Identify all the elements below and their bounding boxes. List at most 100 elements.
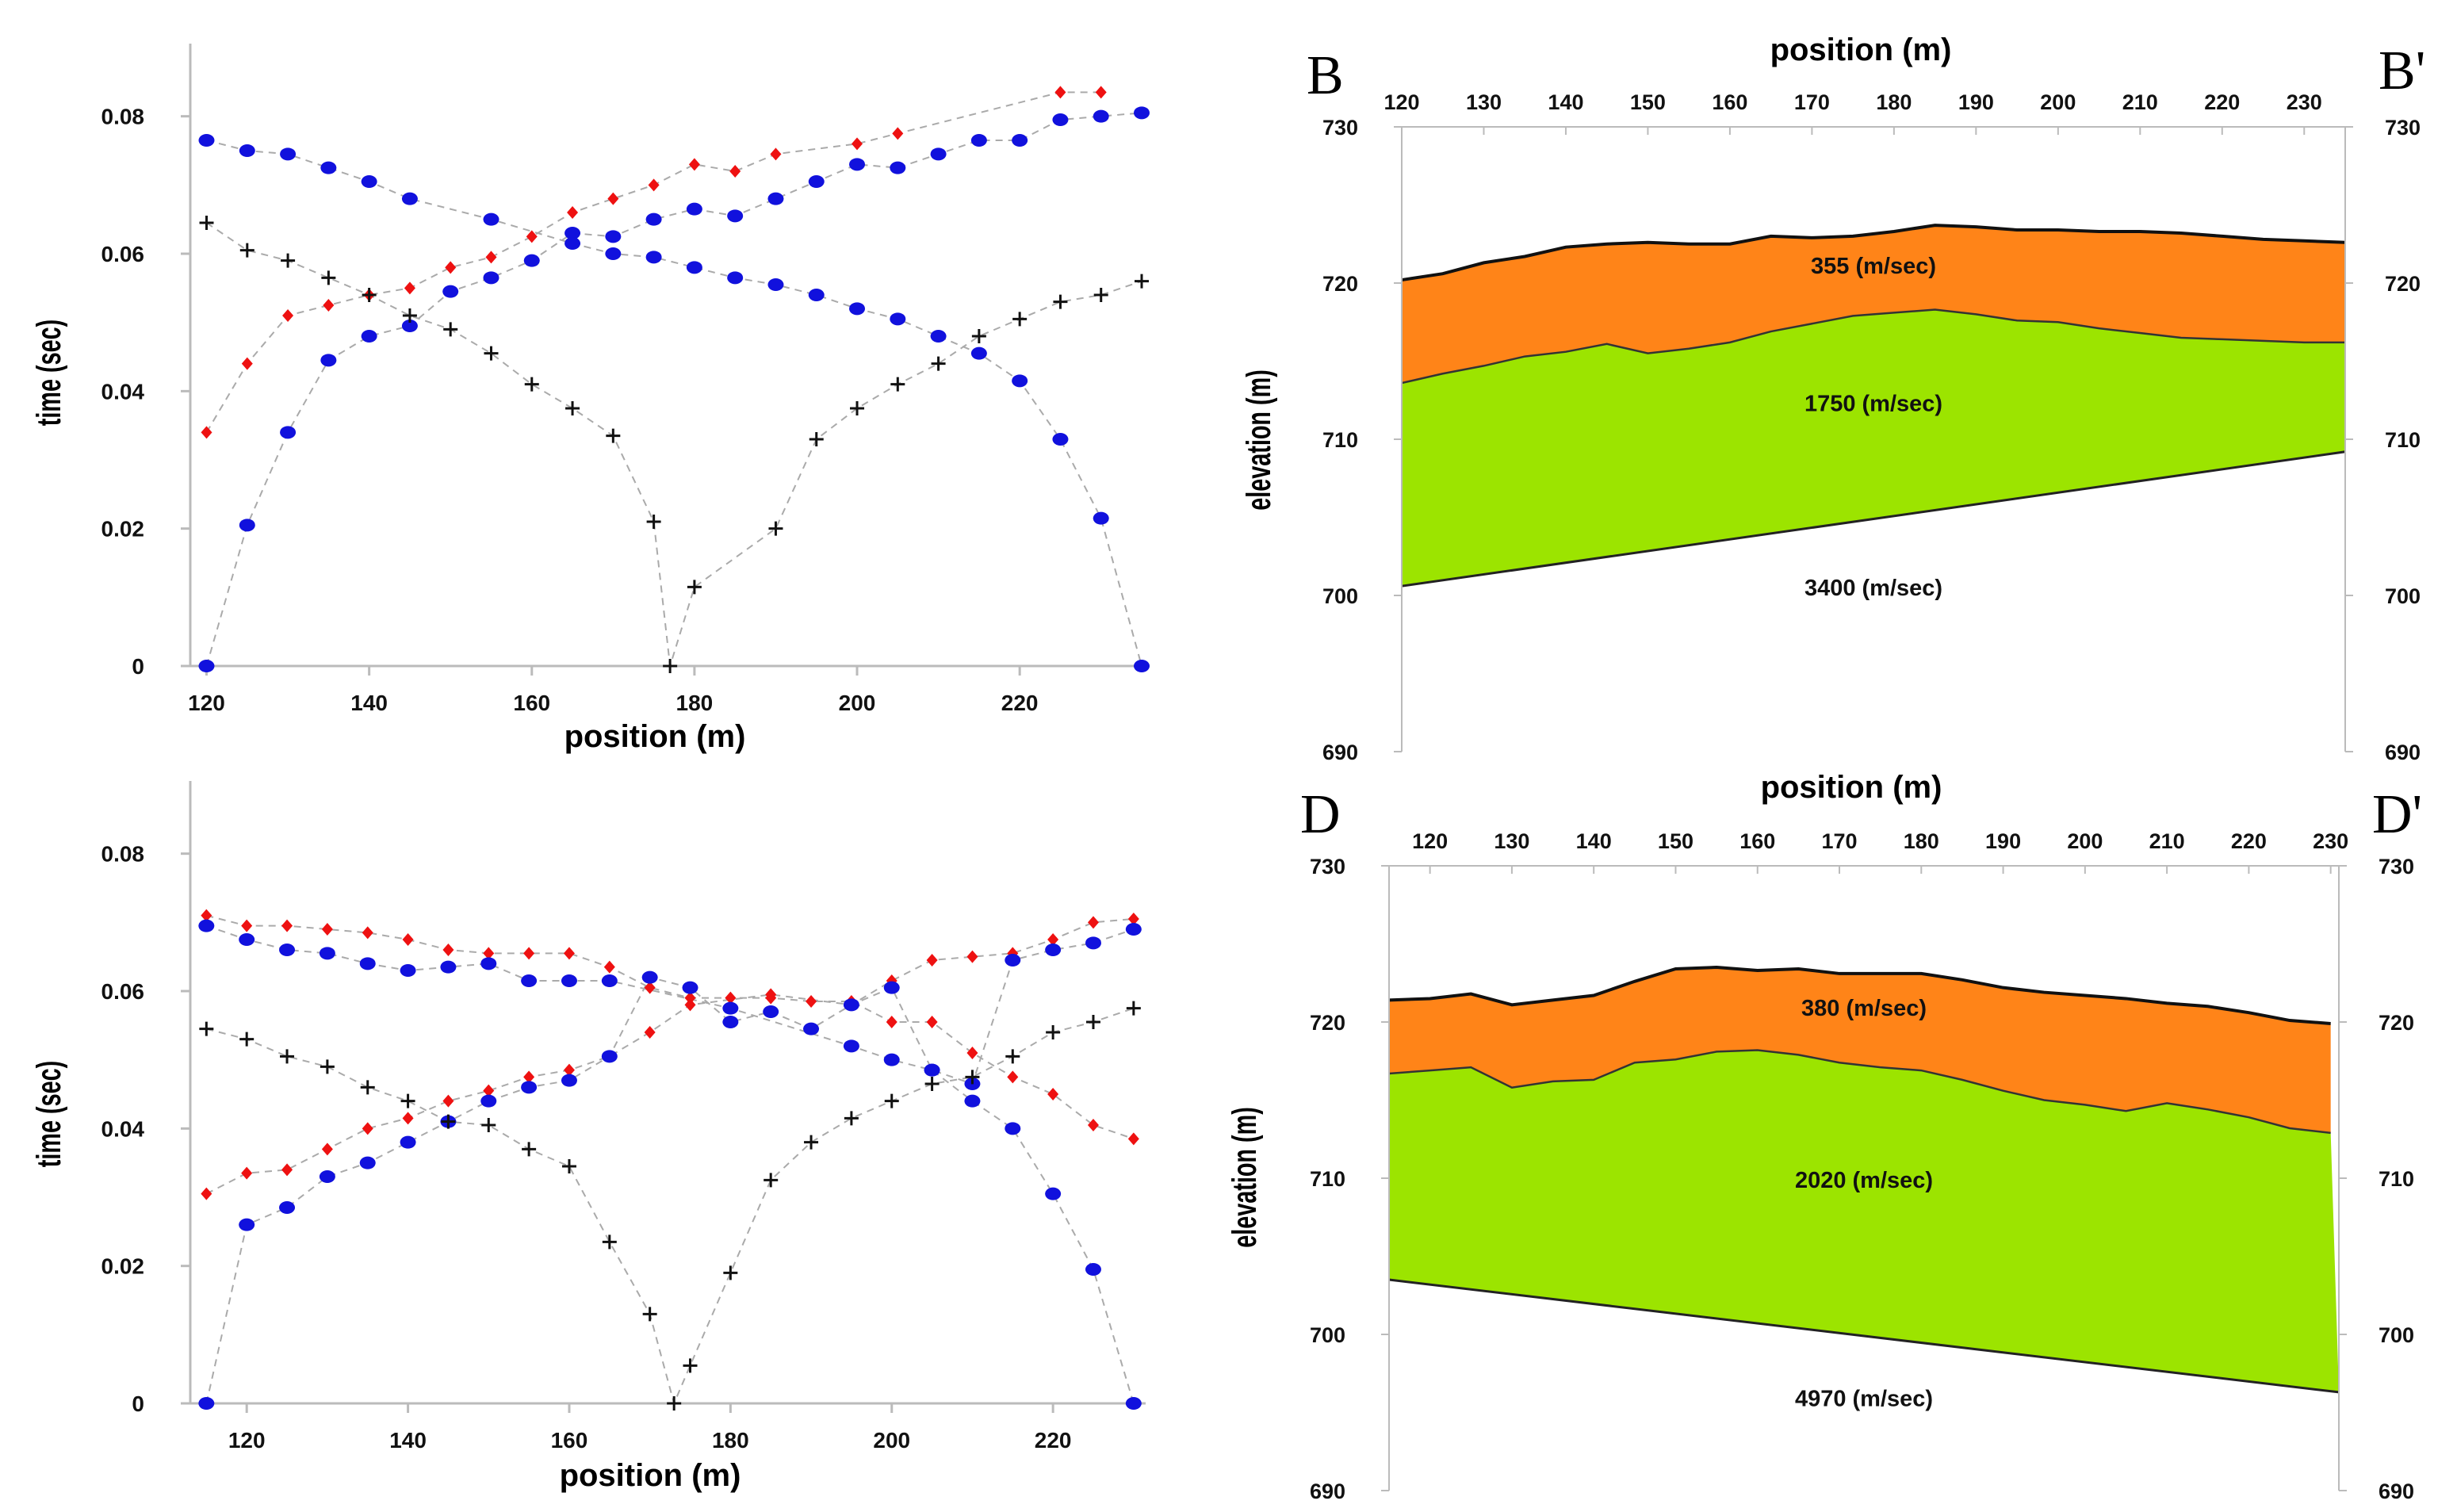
tt2-series-1-line	[205, 918, 1134, 1195]
tt1-series-3-point	[850, 401, 865, 415]
tt2-series-3-point	[1005, 1122, 1021, 1135]
tt2-series-2-point	[803, 1022, 820, 1035]
tt1-series-3-point	[1135, 274, 1149, 289]
tt2-series-1-point	[1087, 916, 1099, 929]
tt2-series-4-point	[642, 1307, 657, 1322]
tt2-x-tick-label: 200	[873, 1428, 910, 1453]
tt1-series-1-point	[930, 147, 947, 161]
tt2-series-0-point	[483, 947, 495, 960]
tt2-series-4-point	[320, 1059, 335, 1074]
tt2-series-1-point	[402, 1112, 414, 1125]
sec1-layer-1-velocity-label: 355 (m/sec)	[1811, 254, 1936, 279]
tt2-x-axis-label: position (m)	[560, 1458, 741, 1493]
tt2-series-3-line	[206, 924, 1135, 1404]
tt1-series-0-point	[729, 165, 741, 178]
tt2-series-4-point	[199, 1021, 214, 1036]
tt1-series-3-point	[321, 270, 336, 285]
tt2-series-2-point	[239, 1218, 255, 1231]
tt2-series-1-point	[321, 1143, 333, 1156]
sec1-x-tick-label: 130	[1466, 90, 1502, 114]
sec1-y-tick-label-right: 700	[2385, 584, 2421, 608]
sec1-y-tick-label-left: 710	[1322, 428, 1358, 452]
tt1-series-1-point	[890, 161, 906, 174]
tt2-series-1-point	[1127, 913, 1139, 925]
tt1-series-2-point	[1052, 433, 1069, 446]
tt1-series-0-point	[526, 230, 538, 243]
tt2-series-1-point	[1047, 933, 1059, 946]
tt1-x-axis-label: position (m)	[564, 719, 746, 754]
sec1-x-tick-label: 190	[1958, 90, 1994, 114]
sec2-left-letter: D	[1300, 784, 1341, 845]
sec2-y-tick-label-left: 710	[1310, 1167, 1345, 1191]
tt2-series-0-point	[603, 960, 615, 974]
tt1-series-1-point	[849, 158, 866, 171]
sec1-panel: 120 130 140 150 160 170 180 190 200 210 220 230 690 6…	[1239, 33, 2425, 764]
tt1-series-2-point	[1093, 511, 1109, 525]
tt2-series-4-point	[844, 1111, 859, 1126]
tt1-series-1-point	[280, 426, 297, 439]
sec2-layer-1-fill	[1389, 967, 2331, 1133]
sec2-x-tick-label: 180	[1904, 829, 1939, 853]
tt1-series-2-point	[645, 251, 662, 264]
tt2-series-3-point	[964, 1094, 981, 1108]
tt2-series-3-point	[1125, 1397, 1142, 1410]
tt1-panel: 120 140 160 180 200 220 0 0.02 0.04 0.06 0.08 posi…	[29, 44, 1150, 754]
tt2-series-3-point	[1045, 1187, 1062, 1200]
sec2-y-tick-label-right: 700	[2379, 1323, 2414, 1347]
tt2-series-2-point	[279, 1201, 296, 1214]
sec2-x-tick-label: 170	[1821, 829, 1857, 853]
tt1-series-1-point	[645, 212, 662, 226]
tt1-series-2-point	[849, 302, 866, 316]
tt1-series-2-point	[1012, 374, 1028, 388]
tt1-x-tick-label: 180	[676, 691, 714, 715]
tt1-series-0-point	[892, 127, 904, 140]
tt1-series-3-point	[199, 216, 214, 230]
sec2-interface-1-line	[1388, 1049, 2331, 1135]
sec1-y-tick-label-right: 730	[2385, 116, 2421, 140]
tt1-y-tick-label: 0	[132, 654, 144, 679]
sec1-left-letter: B	[1307, 45, 1344, 106]
sec2-layer-3-velocity-label: 4970 (m/sec)	[1795, 1387, 1933, 1412]
tt1-series-3-point	[663, 659, 678, 673]
sec1-layer-2-fill	[1402, 309, 2345, 587]
sec2-y-tick-label-left: 700	[1310, 1323, 1345, 1347]
tt2-series-1-point	[684, 998, 696, 1012]
tt1-series-1-point	[239, 519, 255, 532]
sec1-x-tick-label: 120	[1383, 90, 1419, 114]
tt1-series-0-point	[1054, 86, 1066, 99]
tt2-panel: 120 140 160 180 200 220 0 0.02 0.04 0.06 0.08 posi…	[29, 781, 1146, 1493]
sec1-x-tick-label: 160	[1712, 90, 1747, 114]
tt2-series-3-point	[359, 957, 376, 970]
tt1-series-1-point	[605, 230, 622, 243]
tt1-series-0-point	[323, 299, 335, 312]
tt2-series-0-point	[402, 933, 414, 946]
tt2-x-tick-label: 140	[389, 1428, 427, 1453]
tt2-series-0-point	[926, 1016, 938, 1028]
tt2-series-4-point	[400, 1093, 415, 1108]
tt2-series-4-point	[441, 1114, 456, 1129]
tt2-series-0-point	[966, 1047, 978, 1059]
tt1-series-2-point	[970, 346, 987, 360]
tt2-series-0-point	[725, 991, 737, 1005]
tt1-series-2-point	[686, 261, 702, 274]
tt2-series-4-point	[1126, 1001, 1141, 1016]
tt2-series-3-point	[521, 974, 538, 987]
tt1-series-0-point	[201, 426, 212, 439]
tt2-series-4-point	[1005, 1049, 1020, 1064]
tt2-series-0-point	[201, 909, 212, 922]
tt1-series-1-point	[1052, 113, 1069, 126]
tt1-series-1-point	[808, 175, 825, 188]
sec1-x-tick-label: 180	[1876, 90, 1912, 114]
tt2-series-2-point	[1085, 936, 1101, 950]
tt2-series-4-point	[764, 1173, 779, 1188]
tt2-series-0-point	[684, 991, 696, 1005]
tt1-series-3-point	[890, 377, 905, 392]
tt2-series-2-point	[682, 981, 698, 994]
sec2-x-tick-label: 150	[1658, 829, 1693, 853]
sec1-title: position (m)	[1770, 33, 1952, 67]
tt2-series-0-point	[523, 947, 535, 960]
tt2-series-2-point	[1125, 923, 1142, 936]
tt2-series-0-point	[806, 995, 817, 1008]
sec1-y-tick-label-left: 690	[1322, 741, 1358, 764]
